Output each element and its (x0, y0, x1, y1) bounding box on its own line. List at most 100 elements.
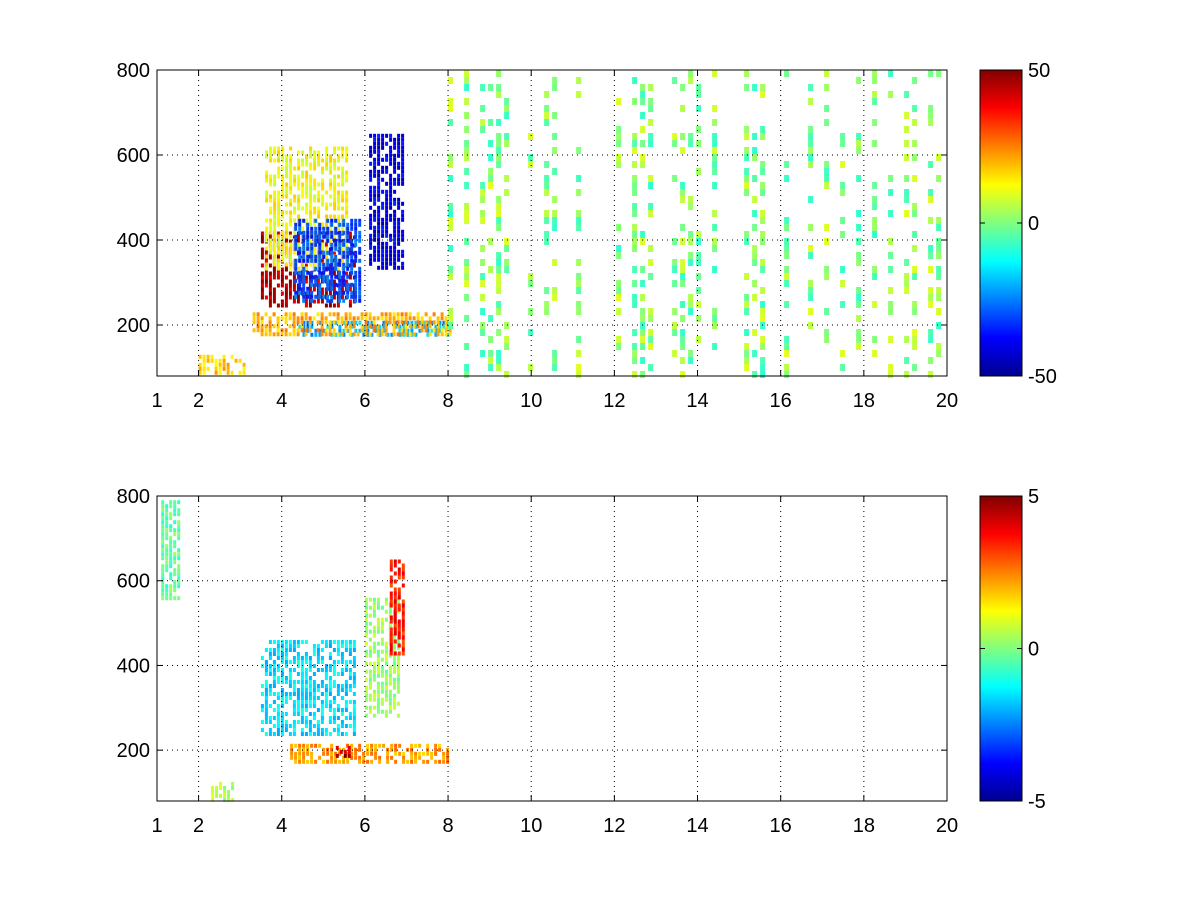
heatmap-cell (377, 213, 381, 218)
heatmap-cell (325, 154, 329, 159)
heatmap-cell (373, 253, 377, 258)
heatmap-cell (784, 224, 790, 231)
heatmap-cell (330, 278, 334, 283)
heatmap-cell (388, 621, 392, 626)
heatmap-cell (426, 751, 430, 756)
heatmap-cell (616, 343, 622, 350)
heatmap-cell (308, 696, 312, 700)
heatmap-cell (281, 246, 285, 251)
heatmap-cell (376, 324, 380, 329)
heatmap-cell (214, 366, 218, 371)
heatmap-cell (321, 178, 325, 183)
heatmap-cell (332, 660, 336, 664)
heatmap-cell (430, 755, 434, 760)
heatmap-cell (318, 328, 322, 333)
heatmap-cell (350, 743, 354, 748)
heatmap-cell (426, 743, 430, 748)
heatmap-cell (305, 162, 309, 167)
heatmap-cell (329, 214, 333, 219)
heatmap-cell (760, 231, 766, 238)
heatmap-cell (528, 154, 534, 161)
heatmap-cell (364, 633, 368, 638)
heatmap-cell (348, 712, 352, 716)
heatmap-cell (632, 280, 638, 287)
heatmap-cell (337, 174, 341, 179)
heatmap-cell (904, 140, 910, 147)
heatmap-cell (304, 684, 308, 688)
heatmap-cell (300, 668, 304, 672)
heatmap-cell (326, 262, 330, 267)
heatmap-cell (389, 197, 393, 202)
x-tick-label: 20 (936, 815, 958, 837)
heatmap-cell (288, 271, 292, 276)
heatmap-cell (396, 661, 400, 666)
heatmap-cell (345, 158, 349, 163)
heatmap-cell (393, 137, 397, 142)
heatmap-cell (320, 660, 324, 664)
heatmap-cell (904, 112, 910, 119)
heatmap-cell (420, 328, 424, 333)
heatmap-cell (401, 149, 405, 154)
heatmap-cell (480, 308, 486, 315)
heatmap-cell (298, 751, 302, 756)
heatmap-cell (488, 175, 494, 182)
heatmap-cell (912, 329, 918, 336)
heatmap-cell (442, 324, 446, 329)
heatmap-cell (326, 226, 330, 231)
heatmap-cell (373, 209, 377, 214)
heatmap-cell (364, 332, 368, 337)
heatmap-cell (904, 189, 910, 196)
heatmap-cell (297, 174, 301, 179)
heatmap-cell (393, 245, 397, 250)
heatmap-cell (393, 627, 397, 632)
heatmap-cell (912, 273, 918, 280)
heatmap-cell (324, 668, 328, 672)
heatmap-cell (336, 660, 340, 664)
heatmap-cell (296, 704, 300, 708)
heatmap-cell (272, 267, 276, 272)
heatmap-cell (273, 206, 277, 211)
heatmap-cell (390, 747, 394, 752)
heatmap-cell (401, 627, 405, 632)
heatmap-cell (928, 266, 934, 273)
heatmap-cell (312, 648, 316, 652)
heatmap-cell (264, 684, 268, 688)
heatmap-cell (333, 206, 337, 211)
heatmap-cell (321, 166, 325, 171)
heatmap-cell (936, 343, 942, 350)
heatmap-cell (396, 637, 400, 642)
heatmap-cell (372, 705, 376, 710)
heatmap-cell (362, 759, 366, 764)
heatmap-cell (377, 245, 381, 250)
heatmap-cell (401, 619, 405, 624)
heatmap-cell (300, 672, 304, 676)
heatmap-cell (169, 596, 173, 601)
heatmap-cell (328, 656, 332, 660)
heatmap-cell (218, 358, 222, 363)
heatmap-cell (268, 275, 272, 280)
heatmap-cell (448, 210, 454, 217)
heatmap-cell (544, 105, 550, 112)
heatmap-cell (326, 298, 330, 303)
heatmap-cell (784, 217, 790, 224)
heatmap-cell (309, 198, 313, 203)
heatmap-cell (401, 153, 405, 158)
heatmap-cell (242, 366, 246, 371)
heatmap-cell (444, 320, 448, 325)
heatmap-cell (373, 157, 377, 162)
heatmap-cell (373, 193, 377, 198)
heatmap-cell (314, 759, 318, 764)
heatmap-cell (576, 364, 582, 371)
heatmap-cell (340, 732, 344, 736)
heatmap-cell (277, 234, 281, 239)
heatmap-cell (928, 252, 934, 259)
heatmap-cell (260, 283, 264, 288)
heatmap-cell (552, 294, 558, 301)
heatmap-cell (328, 708, 332, 712)
heatmap-cell (377, 257, 381, 262)
heatmap-cell (269, 230, 273, 235)
heatmap-cell (302, 328, 306, 333)
heatmap-cell (281, 146, 285, 151)
heatmap-cell (302, 254, 306, 259)
heatmap-cell (264, 720, 268, 724)
